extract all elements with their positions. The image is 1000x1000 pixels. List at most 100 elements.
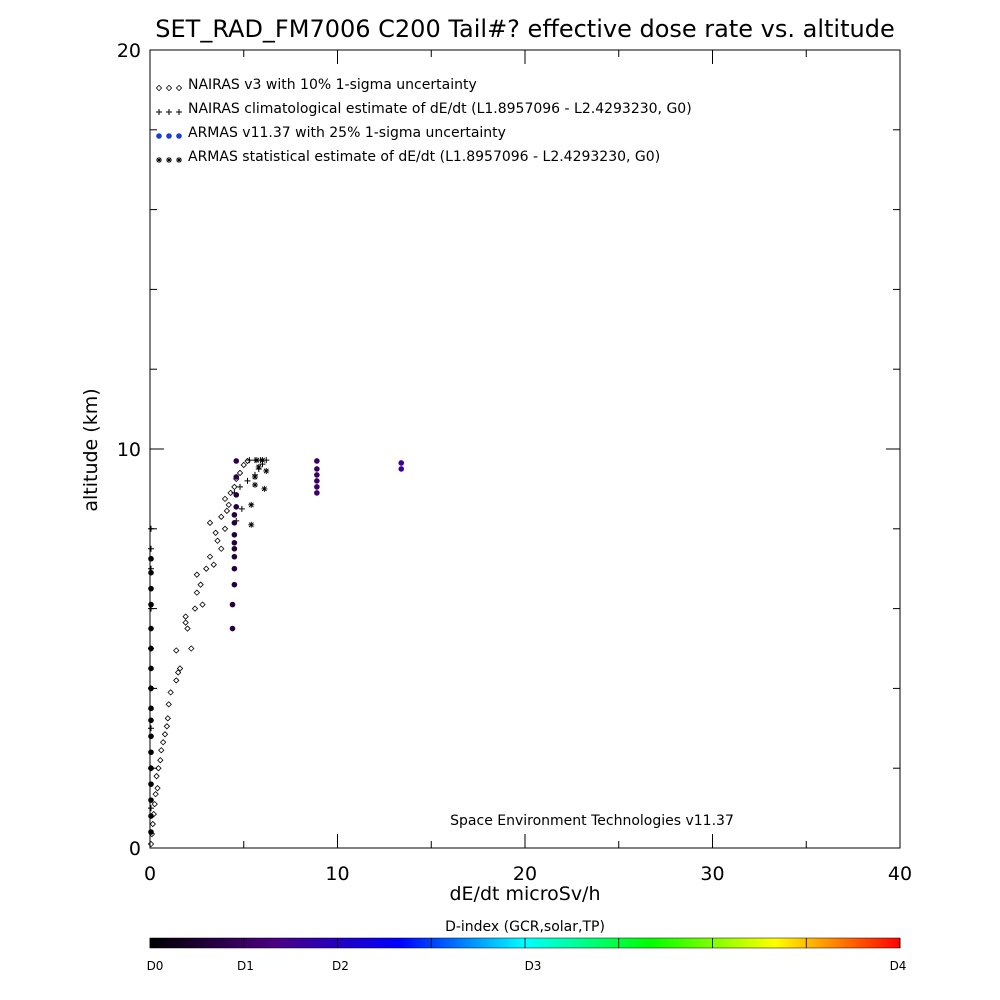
y-tick-label: 0: [129, 838, 141, 860]
armas-point: [148, 781, 154, 787]
legend-entry: ARMAS v11.37 with 25% 1-sigma uncertaint…: [156, 125, 506, 141]
armas-point: [148, 685, 154, 692]
armas-point: [231, 565, 238, 572]
nairas-point: [231, 483, 238, 491]
armas-point: [231, 531, 238, 538]
armas-point: [231, 553, 238, 560]
legend-marker: [166, 109, 172, 115]
nairas-point: [188, 645, 195, 652]
x-axis-label: dE/dt microSv/h: [449, 883, 600, 905]
legend-marker: [176, 109, 182, 115]
nairas-point: [173, 677, 180, 684]
armas-point: [233, 458, 240, 464]
armas-point: [314, 472, 320, 478]
armas_stat-point: [248, 521, 255, 528]
legend-marker: [155, 84, 163, 92]
legend-marker: [156, 157, 162, 163]
armas-point: [148, 555, 154, 562]
nairas_clim-point: [148, 725, 154, 732]
axis-ticks: [149, 49, 901, 849]
y-tick-label: 10: [117, 439, 141, 461]
armas-point: [148, 829, 154, 835]
chart-title: SET_RAD_FM7006 C200 Tail#? effective dos…: [155, 15, 894, 43]
armas-point: [148, 705, 154, 712]
armas-point: [229, 625, 236, 632]
nairas-point: [182, 619, 189, 626]
nairas_clim-point: [148, 525, 154, 532]
legend-marker: [156, 109, 162, 115]
nairas-point: [236, 469, 244, 477]
legend-marker: [166, 133, 172, 139]
nairas-point: [221, 525, 229, 532]
x-tick-label: 30: [700, 863, 724, 885]
nairas_clim-point: [148, 805, 154, 812]
legend-marker: [176, 133, 182, 139]
legend: NAIRAS v3 with 10% 1-sigma uncertainty NA…: [155, 77, 692, 165]
legend-marker: [165, 84, 173, 92]
colorbar-ticks: D0 D1 D2 D3 D4: [147, 938, 907, 973]
colorbar-label: D0: [147, 959, 164, 973]
nairas-point: [154, 784, 161, 792]
nairas-point: [184, 625, 191, 632]
colorbar-label: D1: [237, 959, 254, 973]
armas-point: [314, 458, 320, 464]
armas_stat-point: [263, 467, 270, 474]
x-tick-label: 10: [325, 863, 349, 885]
armas-point: [148, 585, 154, 592]
colorbar-label: D4: [890, 959, 907, 973]
axis-tick-labels: 0 10 20 30 40 0 10 20: [117, 40, 912, 885]
armas-point: [231, 581, 238, 588]
armas_stat-point: [252, 481, 258, 488]
armas-point: [231, 545, 238, 552]
y-tick-label: 20: [117, 40, 141, 62]
nairas-point: [240, 461, 247, 469]
armas_stat-point: [261, 485, 268, 492]
armas-point: [314, 484, 320, 490]
nairas-point: [199, 601, 206, 608]
legend-entry: NAIRAS v3 with 10% 1-sigma uncertainty: [155, 77, 477, 93]
colorbar-label: D3: [525, 959, 542, 973]
armas-point: [314, 478, 320, 484]
series-armas_stat: [248, 457, 270, 528]
nairas-point: [149, 820, 156, 828]
series-nairas: [147, 457, 251, 848]
nairas-point: [163, 723, 171, 730]
series-nairas_clim: [148, 457, 270, 812]
armas-point: [231, 539, 238, 546]
armas-point: [229, 601, 236, 608]
nairas-point: [151, 800, 158, 808]
nairas-point: [176, 665, 184, 672]
nairas-point: [214, 537, 221, 544]
legend-entry: ARMAS statistical estimate of dE/dt (L1.…: [156, 149, 660, 165]
nairas-point: [150, 810, 157, 818]
armas-point: [231, 520, 238, 526]
nairas_clim-point: [148, 545, 154, 552]
series-armas: [148, 458, 405, 835]
nairas-point: [167, 689, 174, 696]
armas-point: [314, 466, 320, 472]
nairas-point: [210, 561, 217, 568]
nairas-point: [173, 647, 180, 654]
plot-frame: [149, 49, 901, 849]
armas_stat-point: [255, 463, 262, 470]
nairas-point: [225, 501, 232, 509]
nairas-point: [157, 757, 164, 764]
legend-label: ARMAS v11.37 with 25% 1-sigma uncertaint…: [188, 125, 506, 141]
armas-point: [398, 466, 405, 472]
nairas-point: [161, 731, 169, 738]
legend-marker: [176, 157, 182, 163]
x-tick-label: 40: [888, 863, 912, 885]
legend-marker: [166, 157, 172, 163]
armas-point: [148, 813, 154, 819]
armas-point: [148, 625, 154, 632]
armas-point: [148, 601, 154, 608]
armas-point: [231, 512, 238, 518]
colorbar-label: D2: [332, 959, 349, 973]
armas_stat-point: [259, 457, 266, 464]
armas-point: [148, 797, 154, 803]
legend-entry: NAIRAS climatological estimate of dE/dt …: [156, 101, 692, 117]
colorbar-title: D-index (GCR,solar,TP): [445, 919, 605, 935]
nairas-point: [206, 519, 214, 526]
nairas-point: [153, 773, 160, 780]
nairas-point: [182, 613, 189, 620]
